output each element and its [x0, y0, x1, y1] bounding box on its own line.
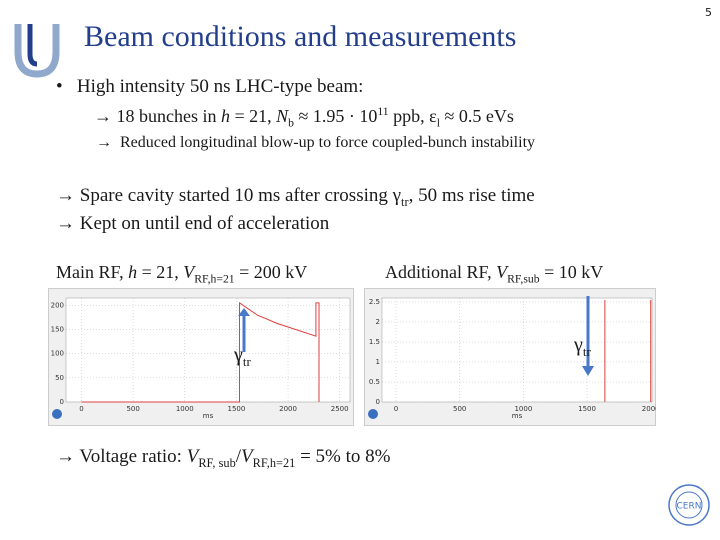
text: h	[220, 106, 230, 126]
x-tick-label: 2000	[279, 405, 297, 413]
text: = 10 kV	[539, 262, 604, 282]
text: l	[436, 116, 440, 130]
text: γ	[392, 185, 402, 206]
text: , 50 ms rise time	[408, 185, 535, 206]
arrow: →	[56, 446, 80, 467]
text: RF,sub	[507, 272, 540, 286]
text: b	[288, 116, 294, 130]
line: → Kept on until end of acceleration	[56, 213, 329, 235]
x-tick-label: 1500	[578, 405, 596, 413]
text: ≈ 0.5 eVs	[439, 106, 514, 126]
text: RF,h=21	[252, 455, 296, 470]
logo-label: CERN	[677, 502, 702, 512]
text: Main RF,	[56, 262, 129, 282]
arrow: →	[56, 185, 80, 206]
text: RF, sub	[198, 455, 236, 470]
gamma-label: γtr	[234, 344, 251, 369]
text: N	[276, 106, 289, 126]
text: ppb,	[388, 106, 430, 126]
text: ε	[429, 106, 437, 126]
play-icon	[52, 409, 62, 419]
text: γ	[574, 334, 583, 356]
text: 11	[377, 105, 389, 118]
x-tick-label: 2500	[331, 405, 349, 413]
gamma-label: γtr	[574, 334, 591, 359]
arrow: →	[96, 134, 116, 151]
text: V	[183, 262, 195, 282]
y-tick-label: 0	[60, 398, 64, 406]
text: = 200 kV	[234, 262, 308, 282]
y-tick-label: 2	[376, 318, 380, 326]
university-logo	[14, 24, 60, 78]
arrow: →	[94, 106, 117, 126]
data-line	[604, 300, 652, 402]
x-tick-label: 1000	[176, 405, 194, 413]
line: → Spare cavity started 10 ms after cross…	[56, 185, 535, 209]
cern-logo: CERN	[668, 484, 710, 526]
sub-bullet: → 18 bunches in h = 21, Nb ≈ 1.95 · 1011…	[94, 105, 514, 130]
x-tick-label: 500	[453, 405, 466, 413]
sub-bullet: → Reduced longitudinal blow-up to force …	[96, 134, 535, 152]
x-tick-label: 1500	[227, 405, 245, 413]
text: High intensity 50 ns LHC-type beam:	[76, 76, 364, 97]
text: = 21,	[137, 262, 184, 282]
text: tr	[401, 194, 409, 209]
x-axis-label: ms	[203, 412, 214, 420]
text: tr	[582, 344, 591, 359]
bullet-symbol: •	[56, 76, 63, 97]
text: Reduced longitudinal blow-up to force co…	[120, 134, 536, 151]
text: RF,h=21	[194, 272, 235, 286]
text: V	[496, 262, 508, 282]
y-tick-label: 0.5	[369, 378, 380, 386]
y-tick-label: 50	[55, 374, 64, 382]
arrow-up	[238, 308, 250, 352]
x-tick-label: 500	[126, 405, 139, 413]
y-tick-label: 1.5	[369, 338, 380, 346]
x-tick-label: 2000	[642, 405, 656, 413]
text: Voltage ratio:	[79, 446, 187, 467]
arrow-down	[582, 296, 594, 376]
text: Kept on until end of acceleration	[79, 213, 330, 234]
caption: Main RF, h = 21, VRF,h=21 = 200 kV	[56, 262, 308, 286]
slide-title: Beam conditions and measurements	[84, 20, 517, 53]
x-axis-label: ms	[512, 412, 523, 420]
text: /	[235, 446, 242, 467]
conclusion: → Voltage ratio: VRF, sub/VRF,h=21 = 5% …	[56, 446, 391, 470]
text: γ	[234, 344, 243, 366]
y-tick-label: 150	[51, 325, 64, 333]
arrow: →	[56, 213, 80, 234]
slide-number: 5	[705, 6, 712, 19]
y-tick-label: 200	[51, 301, 64, 309]
play-icon	[368, 409, 378, 419]
text: tr	[242, 354, 251, 369]
text: V	[186, 446, 199, 467]
x-tick-label: 0	[79, 405, 83, 413]
y-tick-label: 100	[51, 350, 64, 358]
text: = 5% to 8%	[295, 446, 391, 467]
text: h	[128, 262, 138, 282]
y-tick-label: 2.5	[369, 298, 380, 306]
caption: Additional RF, VRF,sub = 10 kV	[385, 262, 604, 286]
x-tick-label: 0	[394, 405, 398, 413]
plot-area	[65, 297, 351, 403]
data-line	[81, 301, 320, 403]
text: = 21,	[229, 106, 277, 126]
x-tick-label: 1000	[514, 405, 532, 413]
y-tick-label: 0	[376, 398, 380, 406]
text: V	[241, 446, 253, 467]
plot: 0 0.5 1 1.5 2 2.5 0 500 1000 1500 2000 ms	[364, 288, 656, 426]
text: Additional RF,	[385, 262, 497, 282]
text: Spare cavity started 10 ms after crossin…	[79, 185, 393, 206]
text: 18 bunches in	[116, 106, 221, 126]
plot-area	[381, 297, 653, 403]
bullet: • High intensity 50 ns LHC-type beam:	[56, 76, 363, 98]
text: ≈ 1.95 · 10	[294, 106, 378, 126]
y-tick-label: 1	[376, 358, 380, 366]
